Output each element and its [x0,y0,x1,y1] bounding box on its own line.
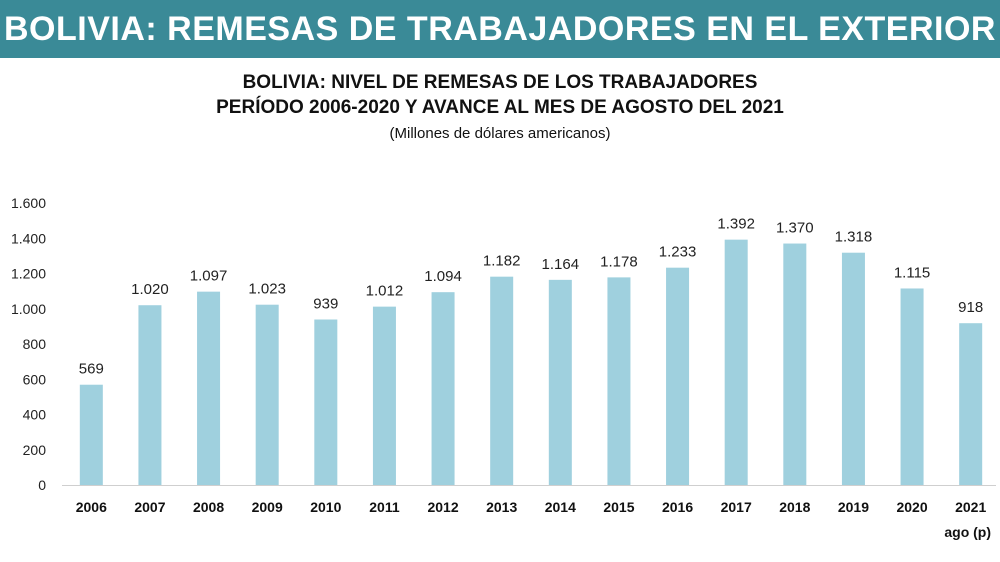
chart-titles: BOLIVIA: NIVEL DE REMESAS DE LOS TRABAJA… [0,70,1000,145]
bar [431,292,455,485]
x-tick-label: 2012 [427,499,458,515]
y-tick-label: 1.200 [11,266,46,282]
data-label: 1.178 [600,253,638,270]
bar [314,319,338,485]
y-tick-label: 600 [23,371,47,387]
bar [783,243,807,485]
bar [724,239,748,485]
y-tick-label: 200 [23,442,47,458]
x-tick-label: 2021 [955,499,986,515]
data-label: 1.097 [190,268,228,285]
data-label: 569 [79,361,104,378]
chart-subtitle: (Millones de dólares americanos) [389,125,611,142]
chart-title-line2: PERÍODO 2006-2020 Y AVANCE AL MES DE AGO… [216,97,784,118]
y-tick-label: 800 [23,336,47,352]
x-tick-label: 2020 [896,499,927,515]
bar [138,305,162,485]
x-tick-label: 2009 [252,499,283,515]
data-label: 1.020 [131,281,169,298]
bar [666,267,690,485]
data-label: 1.094 [424,268,462,285]
x-tick-label: 2014 [545,499,576,515]
x-tick-label: 2008 [193,499,224,515]
data-label: 1.182 [483,253,521,270]
x-tick-label: 2018 [779,499,810,515]
bar [79,384,103,485]
data-label: 939 [313,296,338,313]
data-label: 1.115 [894,264,930,281]
x-tick-label: 2019 [838,499,869,515]
x-tick-label: 2010 [310,499,341,515]
data-label: 1.392 [717,216,755,233]
y-tick-label: 1.400 [11,230,46,246]
bar [959,323,983,485]
x-tick-label: 2016 [662,499,693,515]
data-label: 1.164 [542,256,580,273]
x-tick-label: 2011 [369,499,400,515]
data-label: 918 [958,299,983,316]
data-label: 1.318 [835,229,873,246]
x-tick-label: 2017 [721,499,752,515]
data-label: 1.233 [659,244,697,261]
banner: BOLIVIA: REMESAS DE TRABAJADORES EN EL E… [0,0,1000,58]
x-tick-label: 2013 [486,499,517,515]
bar [197,291,221,485]
banner-title: BOLIVIA: REMESAS DE TRABAJADORES EN EL E… [4,9,996,48]
bar [607,277,631,485]
bar [372,306,396,485]
data-label: 1.023 [248,281,286,298]
x-tick-sublabel: ago (p) [944,524,991,540]
x-tick-label: 2015 [603,499,634,515]
y-tick-label: 1.600 [11,195,46,211]
y-tick-label: 1.000 [11,301,46,317]
chart-title-line1: BOLIVIA: NIVEL DE REMESAS DE LOS TRABAJA… [242,72,758,93]
y-tick-label: 400 [23,407,47,423]
y-tick-label: 0 [38,477,46,493]
x-tick-label: 2007 [134,499,165,515]
bar [548,279,572,485]
bar [255,304,279,485]
data-label: 1.370 [776,220,814,237]
x-tick-label: 2006 [76,499,107,515]
bar [490,276,514,485]
data-label: 1.012 [366,283,404,300]
bar [900,288,924,485]
bar [841,252,865,485]
